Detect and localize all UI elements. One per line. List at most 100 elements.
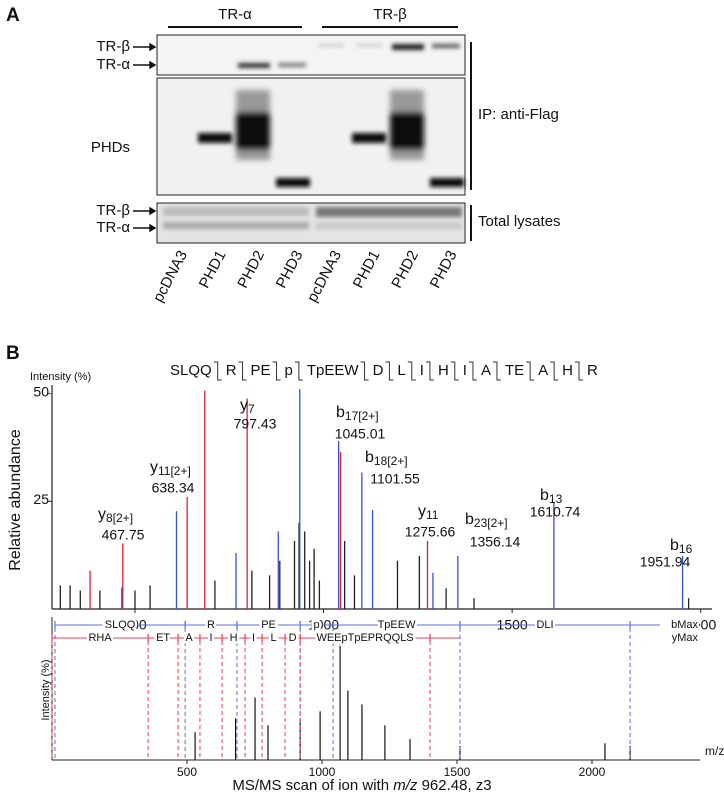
sequence-fragment: p: [285, 362, 293, 379]
intensity-label: Intensity (%): [30, 371, 91, 383]
x-axis-title: m/z: [705, 744, 724, 758]
ion-type: b: [670, 537, 679, 554]
mz-label: 467.75: [102, 527, 145, 543]
lane-label: PHD2: [388, 248, 422, 291]
fragment-label: TpEEW: [378, 619, 417, 631]
ion-label: b16: [670, 537, 693, 556]
sequence-fragment: A: [481, 362, 491, 379]
sequence-fragment: TE: [505, 362, 524, 379]
ion-type: y: [98, 506, 106, 523]
mz-label: 1101.55: [370, 471, 420, 487]
cleavage-mark: [385, 361, 394, 381]
fragment-label: WEEpTpEPRQQLS: [316, 632, 413, 644]
cleavage-mark: [450, 361, 459, 381]
group-label: TR-α: [218, 6, 252, 23]
ion-index: 8[2+]: [106, 511, 133, 525]
cleavage-mark: [213, 361, 222, 381]
ion-label: b17[2+]: [336, 404, 379, 423]
lane-label: PHD2: [234, 248, 268, 291]
ion-type: b: [336, 404, 345, 421]
fragment-label: A: [185, 632, 193, 644]
caption-part: MS/MS scan of ion with: [232, 777, 393, 794]
ion-label: b13: [540, 487, 563, 506]
ion-index: 11[2+]: [158, 464, 191, 478]
sequence-fragment: TpEEW: [307, 362, 360, 379]
ion-index: 16: [679, 542, 693, 556]
fragment-end: bMax: [671, 619, 698, 631]
ion-label: y7: [240, 397, 255, 416]
ion-index: 7: [248, 402, 255, 416]
lane-label: PHD3: [427, 248, 461, 291]
sequence-fragment: L: [397, 362, 405, 379]
cleavage-mark: [407, 361, 416, 381]
fragment-label: H: [230, 632, 238, 644]
mz-label: 638.34: [152, 480, 195, 496]
band-label: TR-β: [96, 38, 130, 55]
lysate-label: Total lysates: [478, 213, 561, 230]
mz-label: 1610.74: [530, 504, 581, 520]
x-tick-label: 500: [177, 765, 197, 779]
sequence-fragment: R: [587, 362, 598, 379]
fragment-label: RHA: [88, 632, 112, 644]
band-label: TR-β: [96, 202, 130, 219]
band-label: PHDs: [91, 139, 130, 156]
caption: MS/MS scan of ion with m/z 962.48, z3: [232, 777, 491, 794]
ion-index: 23[2+]: [474, 516, 508, 530]
mz-label: 1951.94: [640, 554, 691, 570]
lane-label: PHD3: [273, 248, 307, 291]
sequence-fragment: I: [463, 362, 467, 379]
ion-type: b: [540, 487, 549, 504]
cleavage-mark: [526, 361, 535, 381]
cleavage-mark: [492, 361, 501, 381]
cleavage-mark: [425, 361, 434, 381]
ion-label: y8[2+]: [98, 506, 133, 525]
fragment-label: I: [252, 632, 255, 644]
sequence-fragment: H: [438, 362, 449, 379]
ion-label: b23[2+]: [465, 511, 508, 530]
mz-label: 797.43: [234, 416, 277, 432]
fragment-end: yMax: [672, 632, 699, 644]
y-axis-title: Intensity (%): [40, 659, 52, 720]
fragment-label: SLQQ: [105, 619, 136, 631]
lane-label: PHD1: [350, 248, 384, 291]
ion-index: 13: [549, 492, 563, 506]
ion-index: 18[2+]: [374, 454, 408, 468]
ip-label: IP: anti-Flag: [478, 106, 559, 123]
cleavage-mark: [360, 361, 369, 381]
panel-label: B: [6, 343, 20, 364]
sequence-fragment: R: [226, 362, 237, 379]
cleavage-mark: [272, 361, 281, 381]
cleavage-mark: [575, 361, 583, 381]
panel-label: A: [6, 5, 20, 26]
sequence-fragment: I: [420, 362, 424, 379]
fragment-label: R: [207, 619, 215, 631]
sequence-fragment: SLQQ: [170, 362, 212, 379]
cleavage-mark: [294, 361, 303, 381]
lane-label: pcDNA3: [304, 248, 345, 305]
ion-type: b: [465, 511, 474, 528]
fragment-label: DLI: [536, 619, 553, 631]
fragment-label: D: [289, 632, 297, 644]
caption-part: 962.48, z3: [417, 777, 491, 794]
sequence-fragment: PE: [251, 362, 271, 379]
ion-index: 11: [426, 508, 439, 522]
x-tick-label: 2000: [685, 617, 716, 633]
ion-label: y11[2+]: [150, 459, 191, 478]
fragment-label: ET: [156, 632, 170, 644]
caption-part: m/z: [393, 777, 418, 794]
cleavage-mark: [550, 361, 559, 381]
y-tick-label: 25: [33, 491, 49, 507]
fragment-label: L: [270, 632, 276, 644]
ion-label: b18[2+]: [365, 449, 408, 468]
lane-label: pcDNA3: [150, 248, 191, 305]
ion-type: y: [418, 503, 426, 520]
ion-type: y: [240, 397, 248, 414]
band-label: TR-α: [96, 219, 130, 236]
fragment-label: PE: [261, 619, 276, 631]
ion-type: y: [150, 459, 158, 476]
y-axis-title: Relative abundance: [7, 429, 24, 571]
cleavage-mark: [468, 361, 477, 381]
band-label: TR-α: [96, 56, 130, 73]
y-tick-label: 50: [33, 383, 49, 399]
